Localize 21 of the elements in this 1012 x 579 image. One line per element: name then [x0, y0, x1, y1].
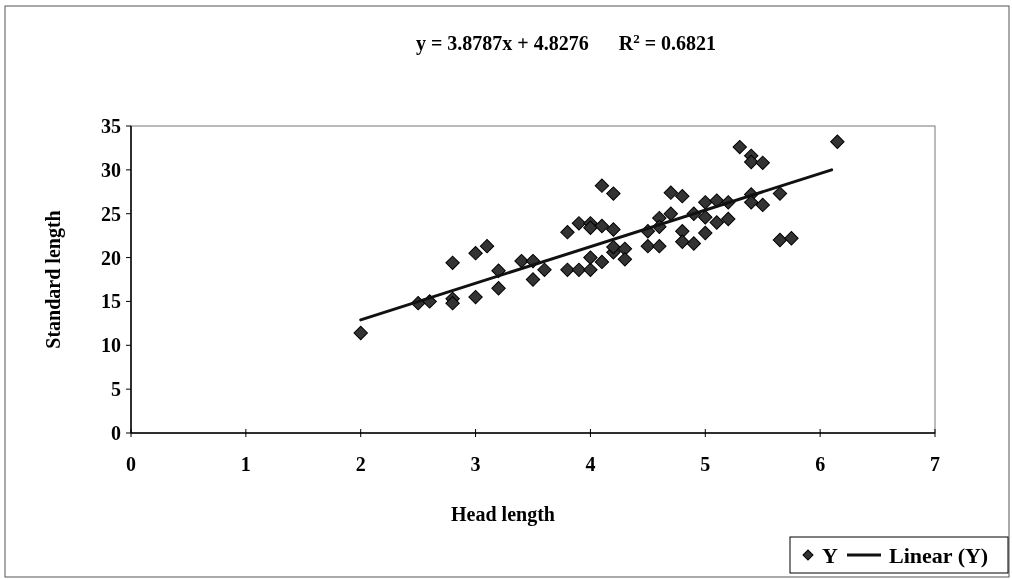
y-tick-label: 25	[101, 202, 121, 225]
x-tick-label: 7	[930, 453, 940, 475]
x-tick-label: 0	[126, 453, 136, 475]
y-tick-label: 20	[101, 246, 121, 269]
y-tick-label: 15	[101, 290, 121, 313]
x-axis-title: Head length	[451, 503, 555, 526]
y-tick-label: 35	[101, 115, 121, 137]
legend-label: Y	[822, 543, 838, 568]
x-tick-label: 6	[815, 453, 826, 475]
x-tick-label: 5	[700, 453, 711, 475]
x-tick-label: 2	[355, 453, 366, 475]
x-tick-label: 4	[585, 453, 596, 475]
y-axis-title: Standard length	[42, 210, 65, 349]
x-tick-label: 1	[240, 453, 251, 475]
text: y = 3.8787x + 4.8276 R$^{2}$ = 0.6821	[415, 30, 717, 55]
x-tick-label: 3	[470, 453, 481, 475]
legend-label: Linear (Y)	[889, 543, 989, 568]
y-tick-label: 0	[111, 422, 121, 444]
y-tick-label: 10	[101, 334, 121, 357]
y-tick-label: 30	[101, 158, 121, 181]
y-tick-label: 5	[111, 378, 121, 401]
